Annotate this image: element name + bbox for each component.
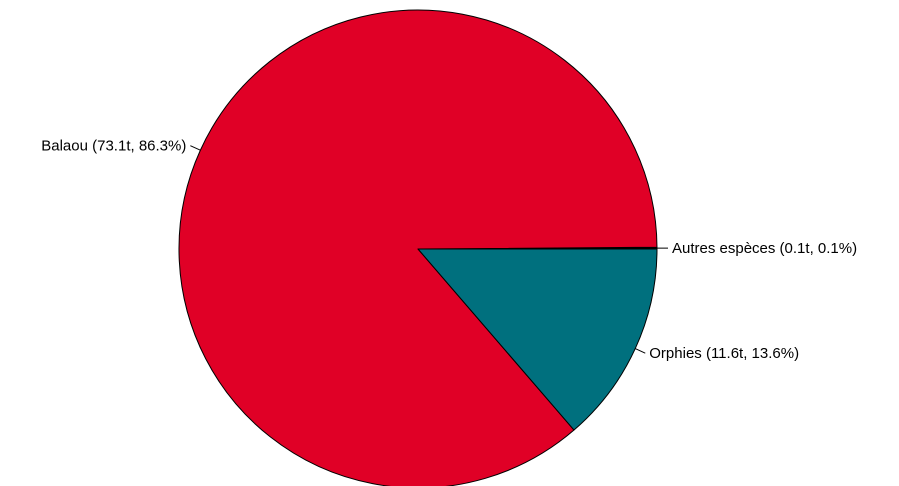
slice-label-2: Orphies (11.6t, 13.6%) xyxy=(649,345,799,362)
leader-line-1 xyxy=(190,146,200,151)
slice-label-0: Autres espèces (0.1t, 0.1%) xyxy=(672,240,857,257)
pie-slices xyxy=(179,10,657,486)
leader-line-2 xyxy=(635,349,645,354)
slice-label-1: Balaou (73.1t, 86.3%) xyxy=(41,138,186,155)
